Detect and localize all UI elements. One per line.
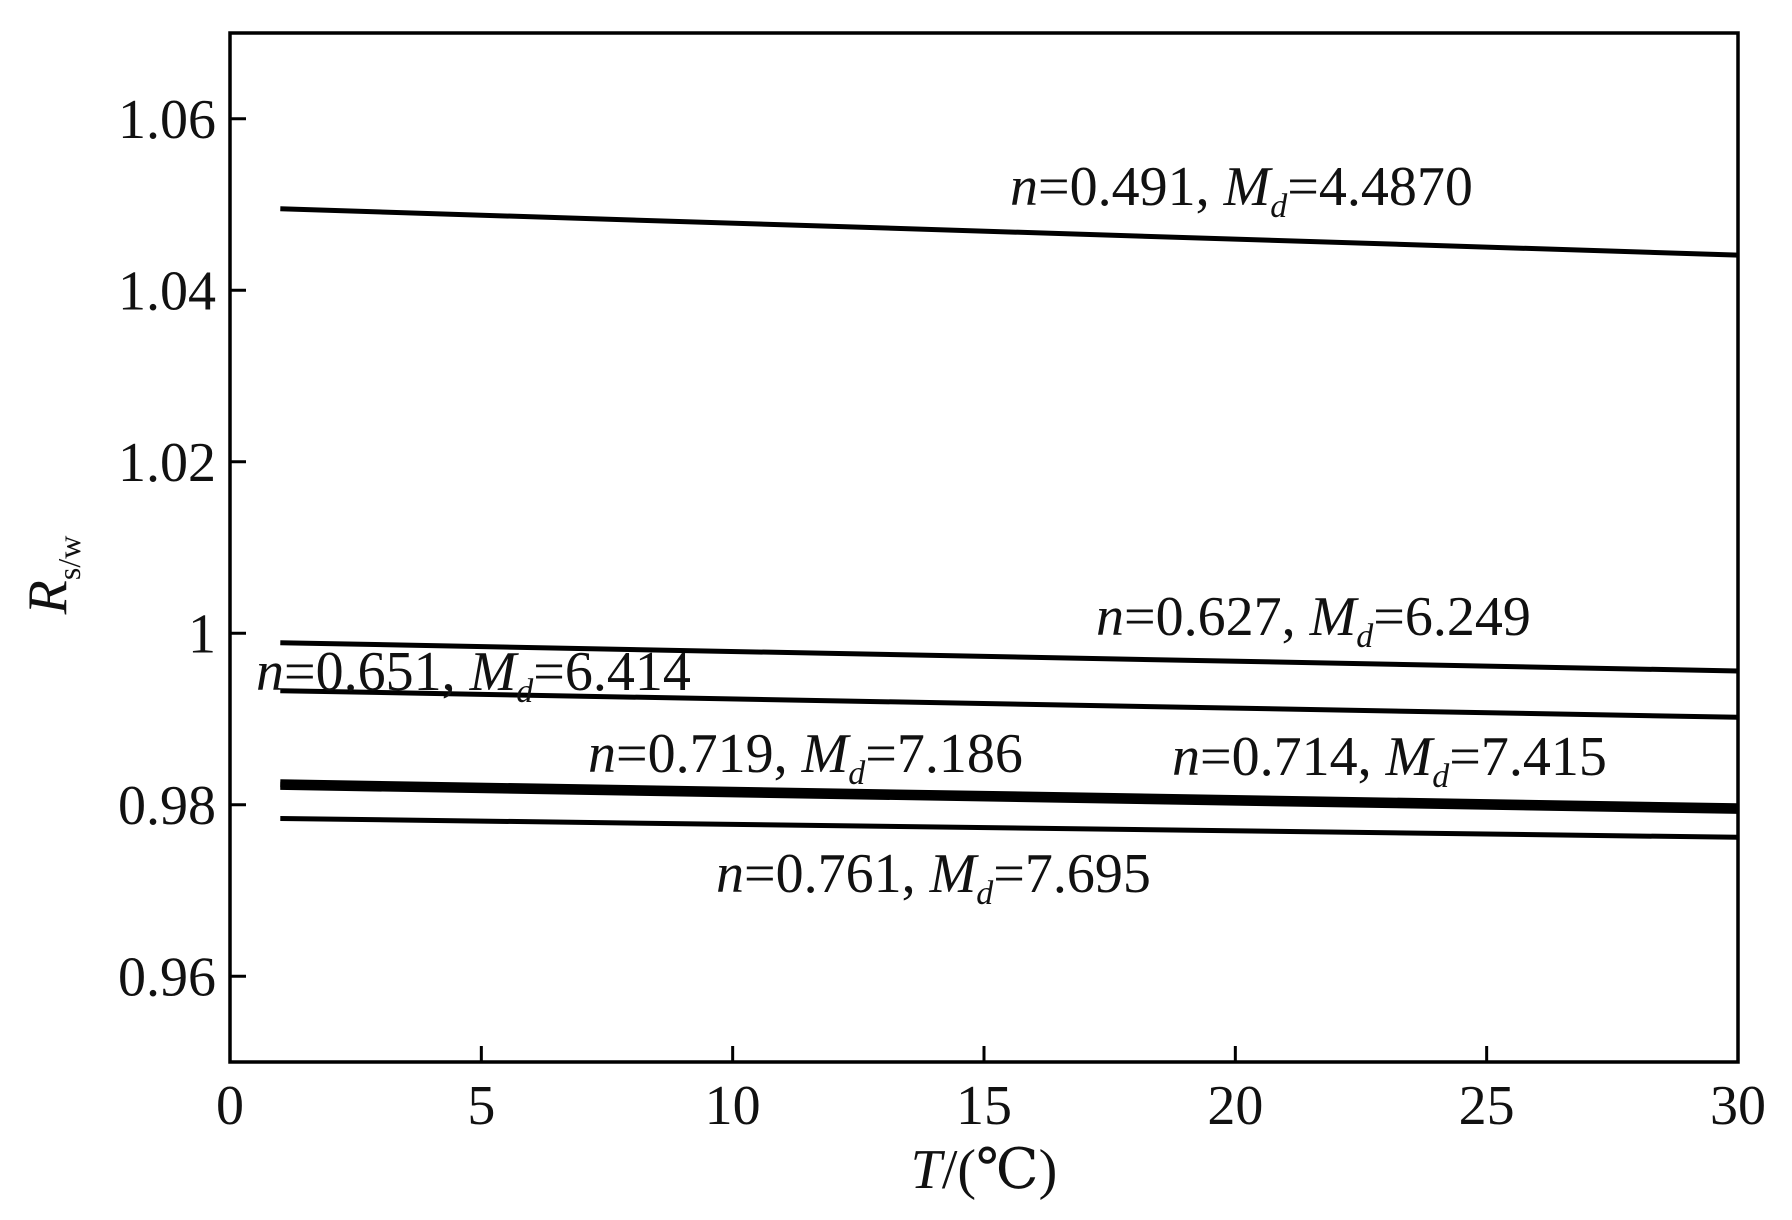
annotation-n-value: =0.651,: [284, 641, 470, 703]
annotation-n-symbol: n: [588, 723, 616, 785]
annotation-m-value: =7.695: [993, 843, 1151, 905]
annotation-n-symbol: n: [1096, 586, 1124, 648]
series-lines: [280, 206, 1739, 840]
x-axis-title-unit: /(℃): [942, 1139, 1058, 1201]
series-line-1: [280, 206, 1739, 258]
series-annotation-2: n=0.627, Md=6.249: [1096, 586, 1531, 655]
annotation-n-symbol: n: [1172, 726, 1200, 788]
annotation-m-symbol: M: [1309, 586, 1360, 648]
annotation-m-symbol: M: [801, 723, 852, 785]
x-tick-label: 0: [216, 1075, 244, 1137]
annotation-m-subscript: d: [976, 875, 994, 912]
y-tick-label: 0.96: [118, 946, 216, 1008]
x-axis-title: T/(℃): [911, 1139, 1058, 1201]
y-axis-title-var: R: [17, 580, 79, 615]
annotation-n-value: =0.627,: [1124, 586, 1310, 648]
annotation-m-subscript: d: [1356, 618, 1374, 655]
series-line-2: [280, 640, 1739, 674]
y-tick-label: 1.04: [118, 260, 216, 322]
series-annotation-3: n=0.651, Md=6.414: [256, 641, 691, 710]
annotation-n-value: =0.719,: [616, 723, 802, 785]
x-axis-title-var: T: [911, 1139, 946, 1201]
x-tick-label: 30: [1710, 1075, 1766, 1137]
annotation-m-subscript: d: [848, 755, 866, 792]
plot-frame: [228, 31, 1740, 1064]
annotation-n-value: =0.761,: [744, 843, 930, 905]
series-line-6: [280, 816, 1739, 840]
y-tick-label: 1.06: [118, 89, 216, 151]
annotation-n-value: =0.714,: [1200, 726, 1386, 788]
y-axis-title: Rs/w: [17, 536, 87, 616]
x-tick-label: 15: [956, 1075, 1012, 1137]
series-line-5: [280, 781, 1739, 814]
x-tick-label: 10: [705, 1075, 761, 1137]
annotation-m-value: =7.186: [865, 723, 1023, 785]
annotation-m-subscript: d: [1432, 758, 1450, 795]
series-annotation-5: n=0.714, Md=7.415: [1172, 726, 1607, 795]
y-axis-ticks: 0.96 0.98 1 1.02 1.04 1.06: [118, 89, 246, 1008]
annotation-m-symbol: M: [1223, 156, 1274, 218]
series-annotation-1: n=0.491, Md=4.4870: [1010, 156, 1473, 225]
annotation-m-symbol: M: [929, 843, 980, 905]
annotation-m-value: =6.414: [533, 641, 691, 703]
x-tick-label: 25: [1459, 1075, 1515, 1137]
annotation-m-symbol: M: [469, 641, 520, 703]
annotation-m-value: =4.4870: [1287, 156, 1473, 218]
x-tick-label: 20: [1207, 1075, 1263, 1137]
series-line-3: [280, 688, 1739, 720]
y-tick-label: 1: [188, 603, 216, 665]
annotation-n-symbol: n: [256, 641, 284, 703]
annotation-m-subscript: d: [1270, 188, 1288, 225]
annotation-m-value: =6.249: [1373, 586, 1531, 648]
y-tick-label: 1.02: [118, 432, 216, 494]
y-tick-label: 0.98: [118, 775, 216, 837]
series-annotation-4: n=0.719, Md=7.186: [588, 723, 1023, 792]
annotation-n-value: =0.491,: [1038, 156, 1224, 218]
annotation-m-symbol: M: [1385, 726, 1436, 788]
annotation-m-value: =7.415: [1449, 726, 1607, 788]
annotation-n-symbol: n: [1010, 156, 1038, 218]
annotation-n-symbol: n: [716, 843, 744, 905]
y-axis-title-sub: s/w: [51, 536, 87, 580]
x-tick-label: 5: [467, 1075, 495, 1137]
annotation-m-subscript: d: [516, 673, 534, 710]
x-axis-ticks: 0 5 10 15 20 25 30: [216, 1046, 1766, 1137]
series-annotation-6: n=0.761, Md=7.695: [716, 843, 1151, 912]
